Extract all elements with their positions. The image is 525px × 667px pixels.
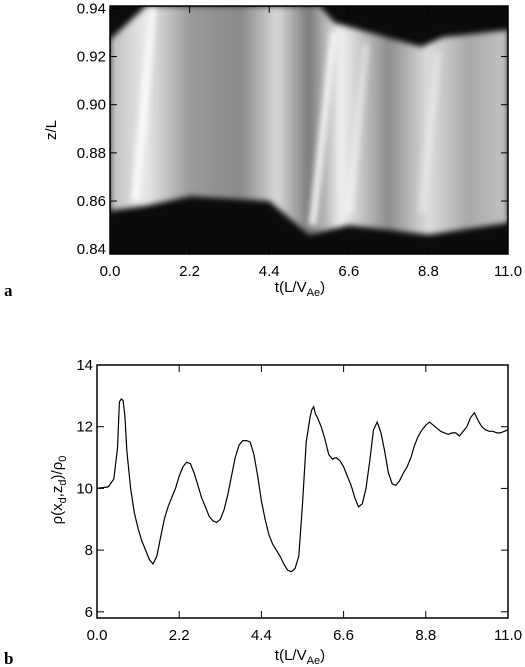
panel-b-line-chart: 0.0 2.2 4.4 6.6 8.8 11.0 6 8 10 12 14 t(L/VAe) ρ(… [4, 357, 522, 667]
panel-b-frame [96, 364, 509, 619]
heatmap-wave-streak [131, 8, 156, 202]
y-tick-label: 0.84 [77, 241, 106, 258]
x-tick-label: 4.4 [251, 627, 272, 644]
panel-b-x-axis-label: t(L/VAe) [275, 647, 325, 667]
panel-a-y-ticks: 0.84 0.86 0.88 0.90 0.92 0.94 [77, 0, 508, 258]
y-tick-label: 0.90 [77, 97, 106, 114]
heatmap-band [110, 6, 508, 235]
x-tick-label: 0.0 [87, 627, 108, 644]
y-tick-label: 0.92 [77, 49, 106, 66]
y-tick-label: 0.88 [77, 145, 106, 162]
density-series-line [97, 397, 508, 573]
y-tick-label: 8 [85, 542, 93, 559]
panel-b-letter: b [4, 649, 13, 667]
x-tick-label: 8.8 [418, 263, 439, 280]
x-tick-label: 2.2 [179, 263, 200, 280]
x-tick-label: 4.4 [259, 263, 280, 280]
panel-b-y-axis-label: ρ(xd,zd)/ρ0 [49, 456, 69, 525]
y-tick-label: 10 [76, 480, 93, 497]
panel-a-x-ticks: 0.0 2.2 4.4 6.6 8.8 11.0 [100, 6, 522, 280]
panel-b-y-ticks: 6 8 10 12 14 [76, 357, 508, 621]
y-tick-label: 0.94 [77, 0, 106, 17]
panel-b-x-ticks: 0.0 2.2 4.4 6.6 8.8 11.0 [87, 365, 522, 644]
panel-a-heatmap: 0.0 2.2 4.4 6.6 8.8 11.0 0.84 0.86 0.88 0.90 0.92… [4, 0, 522, 300]
heatmap-wave-streak [417, 51, 442, 214]
panel-a-letter: a [4, 281, 13, 300]
heatmap-wave-streak [344, 44, 370, 214]
x-tick-label: 8.8 [415, 627, 436, 644]
y-tick-label: 14 [76, 357, 93, 374]
x-tick-label: 11.0 [494, 627, 522, 644]
x-tick-label: 6.6 [333, 627, 354, 644]
x-tick-label: 11.0 [494, 263, 522, 280]
x-tick-label: 2.2 [169, 627, 190, 644]
y-tick-label: 6 [85, 604, 93, 621]
x-tick-label: 0.0 [100, 263, 121, 280]
y-tick-label: 0.86 [77, 193, 106, 210]
heatmap-wave-streak [308, 32, 337, 226]
x-tick-label: 6.6 [338, 263, 359, 280]
panel-a-frame [109, 5, 509, 255]
panel-a-y-axis-label: z/L [43, 120, 60, 140]
heatmap-streaks [131, 8, 442, 226]
panel-a-x-axis-label: t(L/VAe) [275, 279, 325, 299]
y-tick-label: 12 [76, 419, 93, 436]
